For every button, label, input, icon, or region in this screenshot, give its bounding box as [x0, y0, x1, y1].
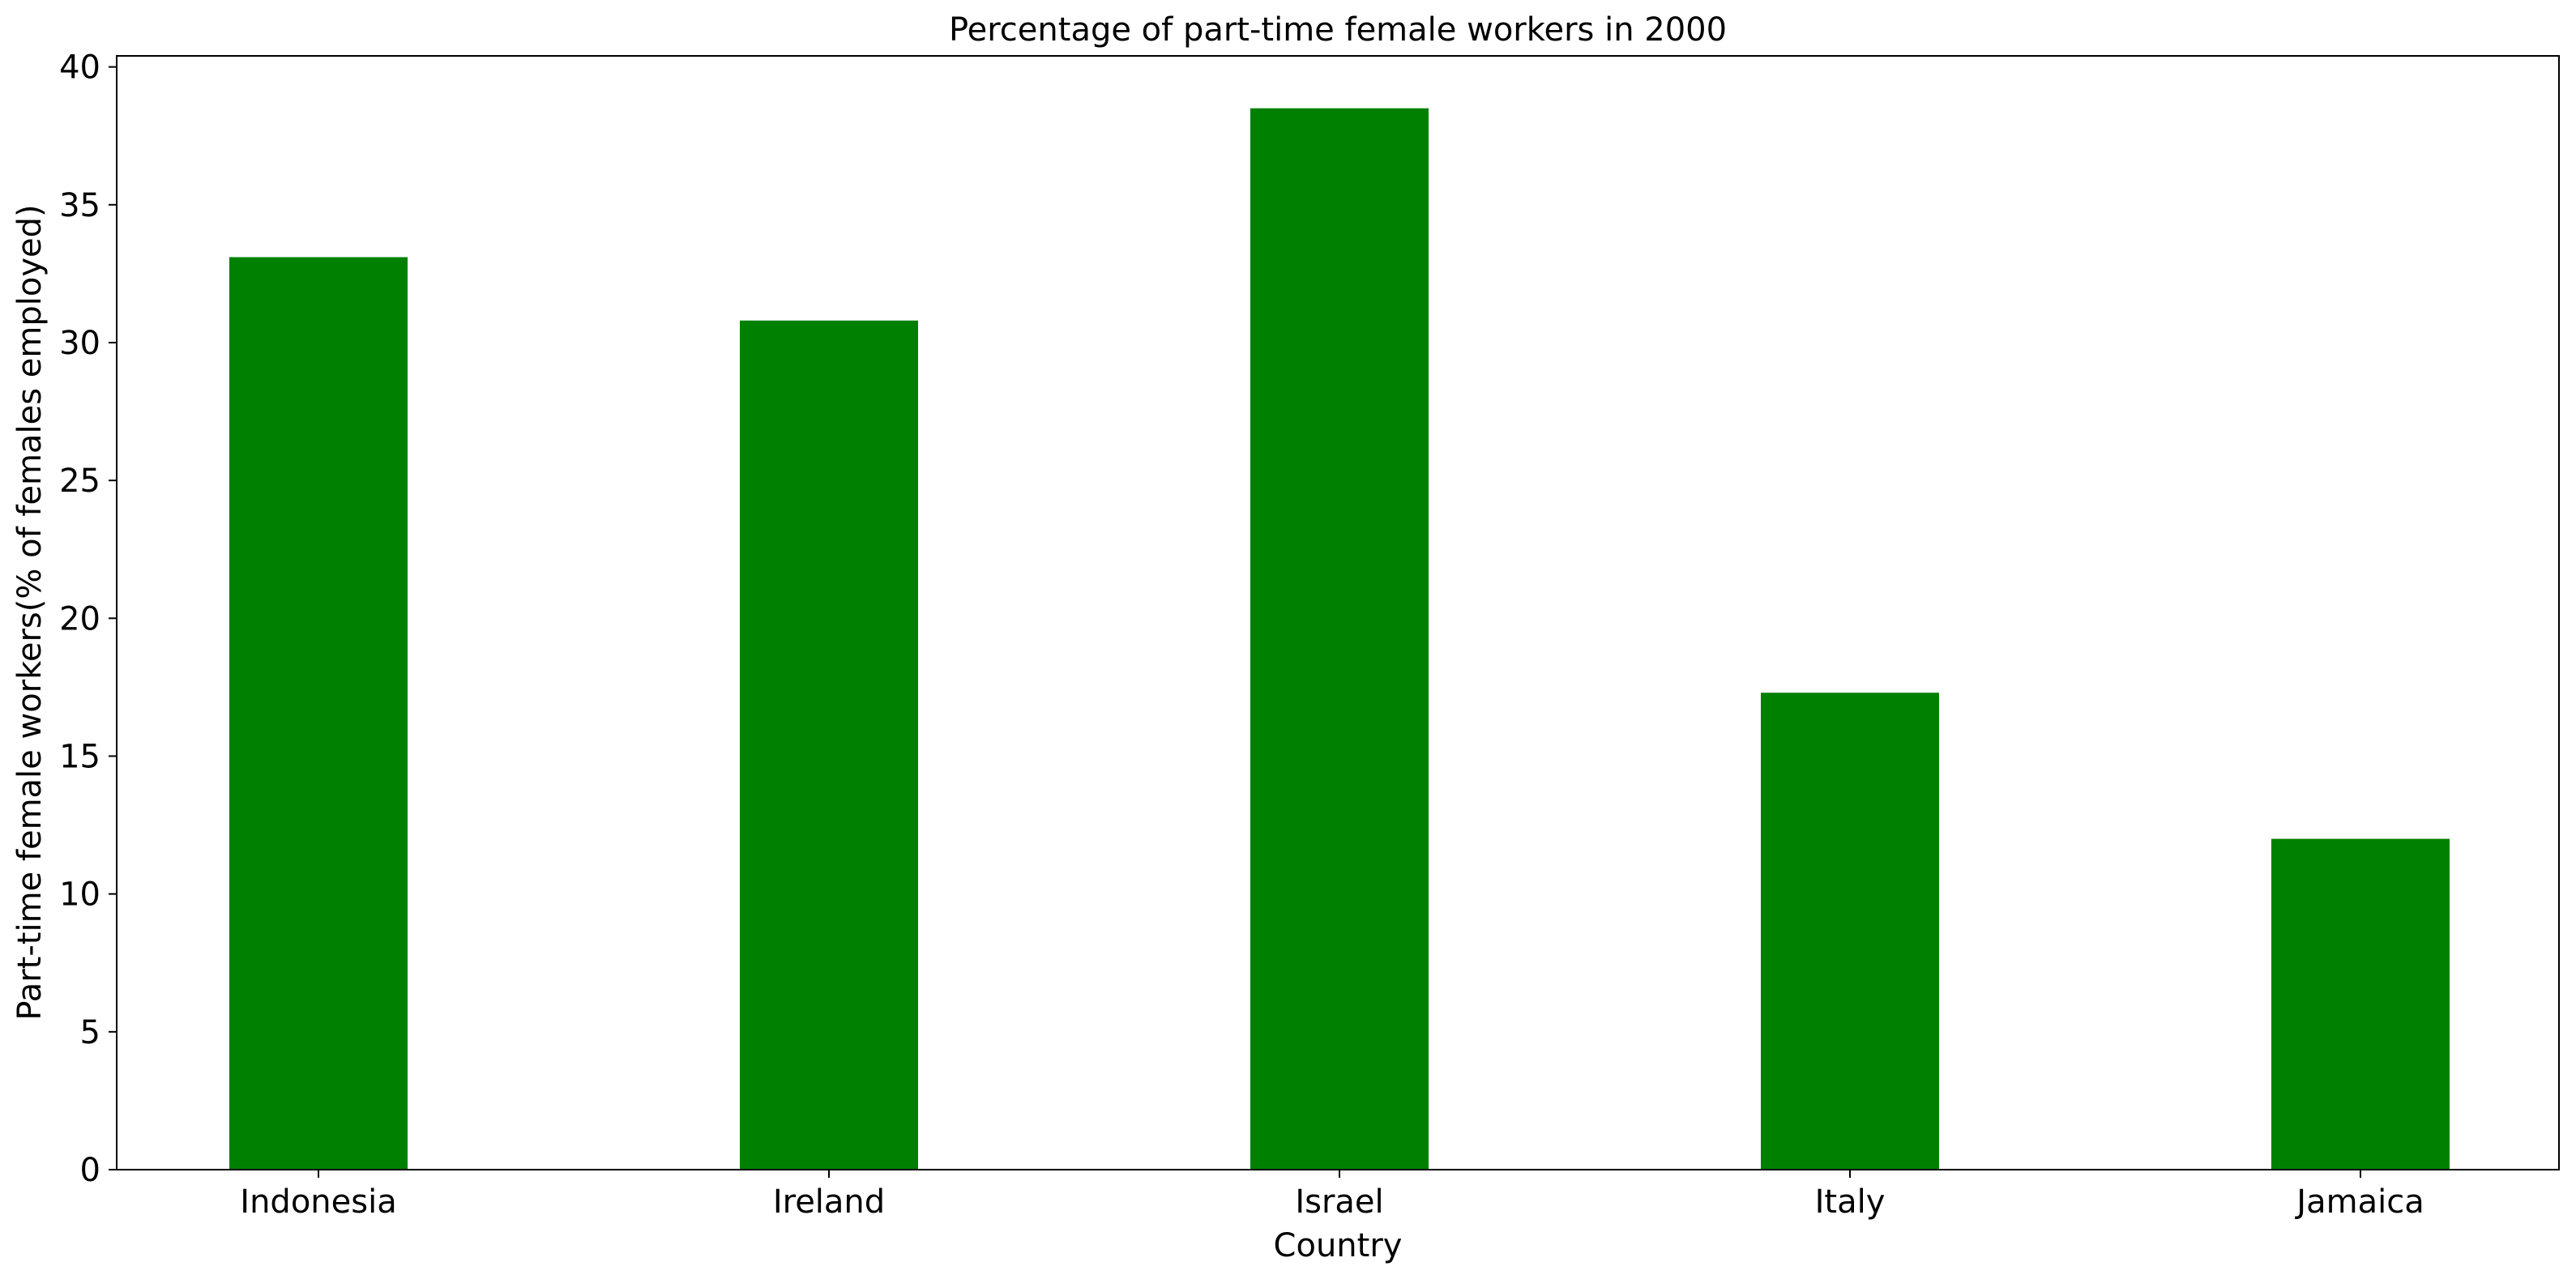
y-tick-label: 35: [59, 187, 100, 224]
x-axis-ticks: Indonesia Ireland Israel Italy Jamaica: [240, 1170, 2424, 1221]
x-tick-label: Israel: [1295, 1183, 1383, 1221]
y-axis-label: Part-time female workers(% of females em…: [11, 204, 49, 1020]
bar-italy: [1761, 693, 1939, 1170]
bars-group: [229, 108, 2450, 1170]
bar-indonesia: [229, 257, 408, 1170]
y-tick-label: 20: [59, 600, 100, 637]
x-tick-label: Indonesia: [240, 1183, 396, 1221]
y-tick-label: 40: [59, 49, 100, 87]
x-tick-label: Jamaica: [2294, 1183, 2424, 1221]
x-tick-label: Italy: [1815, 1183, 1886, 1221]
bar-jamaica: [2271, 838, 2450, 1170]
x-tick-label: Ireland: [773, 1183, 885, 1221]
x-axis-label: Country: [1274, 1227, 1403, 1264]
bar-israel: [1250, 108, 1429, 1170]
y-tick-label: 0: [80, 1152, 100, 1189]
y-tick-label: 15: [59, 738, 100, 775]
bar-ireland: [740, 320, 918, 1170]
y-tick-label: 5: [80, 1014, 100, 1051]
y-axis-ticks: 0 5 10 15 20 25 30 35 40: [59, 49, 117, 1189]
y-tick-label: 30: [59, 325, 100, 362]
plot-frame: [116, 55, 2560, 1170]
chart-title: Percentage of part-time female workers i…: [949, 11, 1727, 49]
y-tick-label: 25: [59, 463, 100, 500]
y-tick-label: 10: [59, 876, 100, 914]
